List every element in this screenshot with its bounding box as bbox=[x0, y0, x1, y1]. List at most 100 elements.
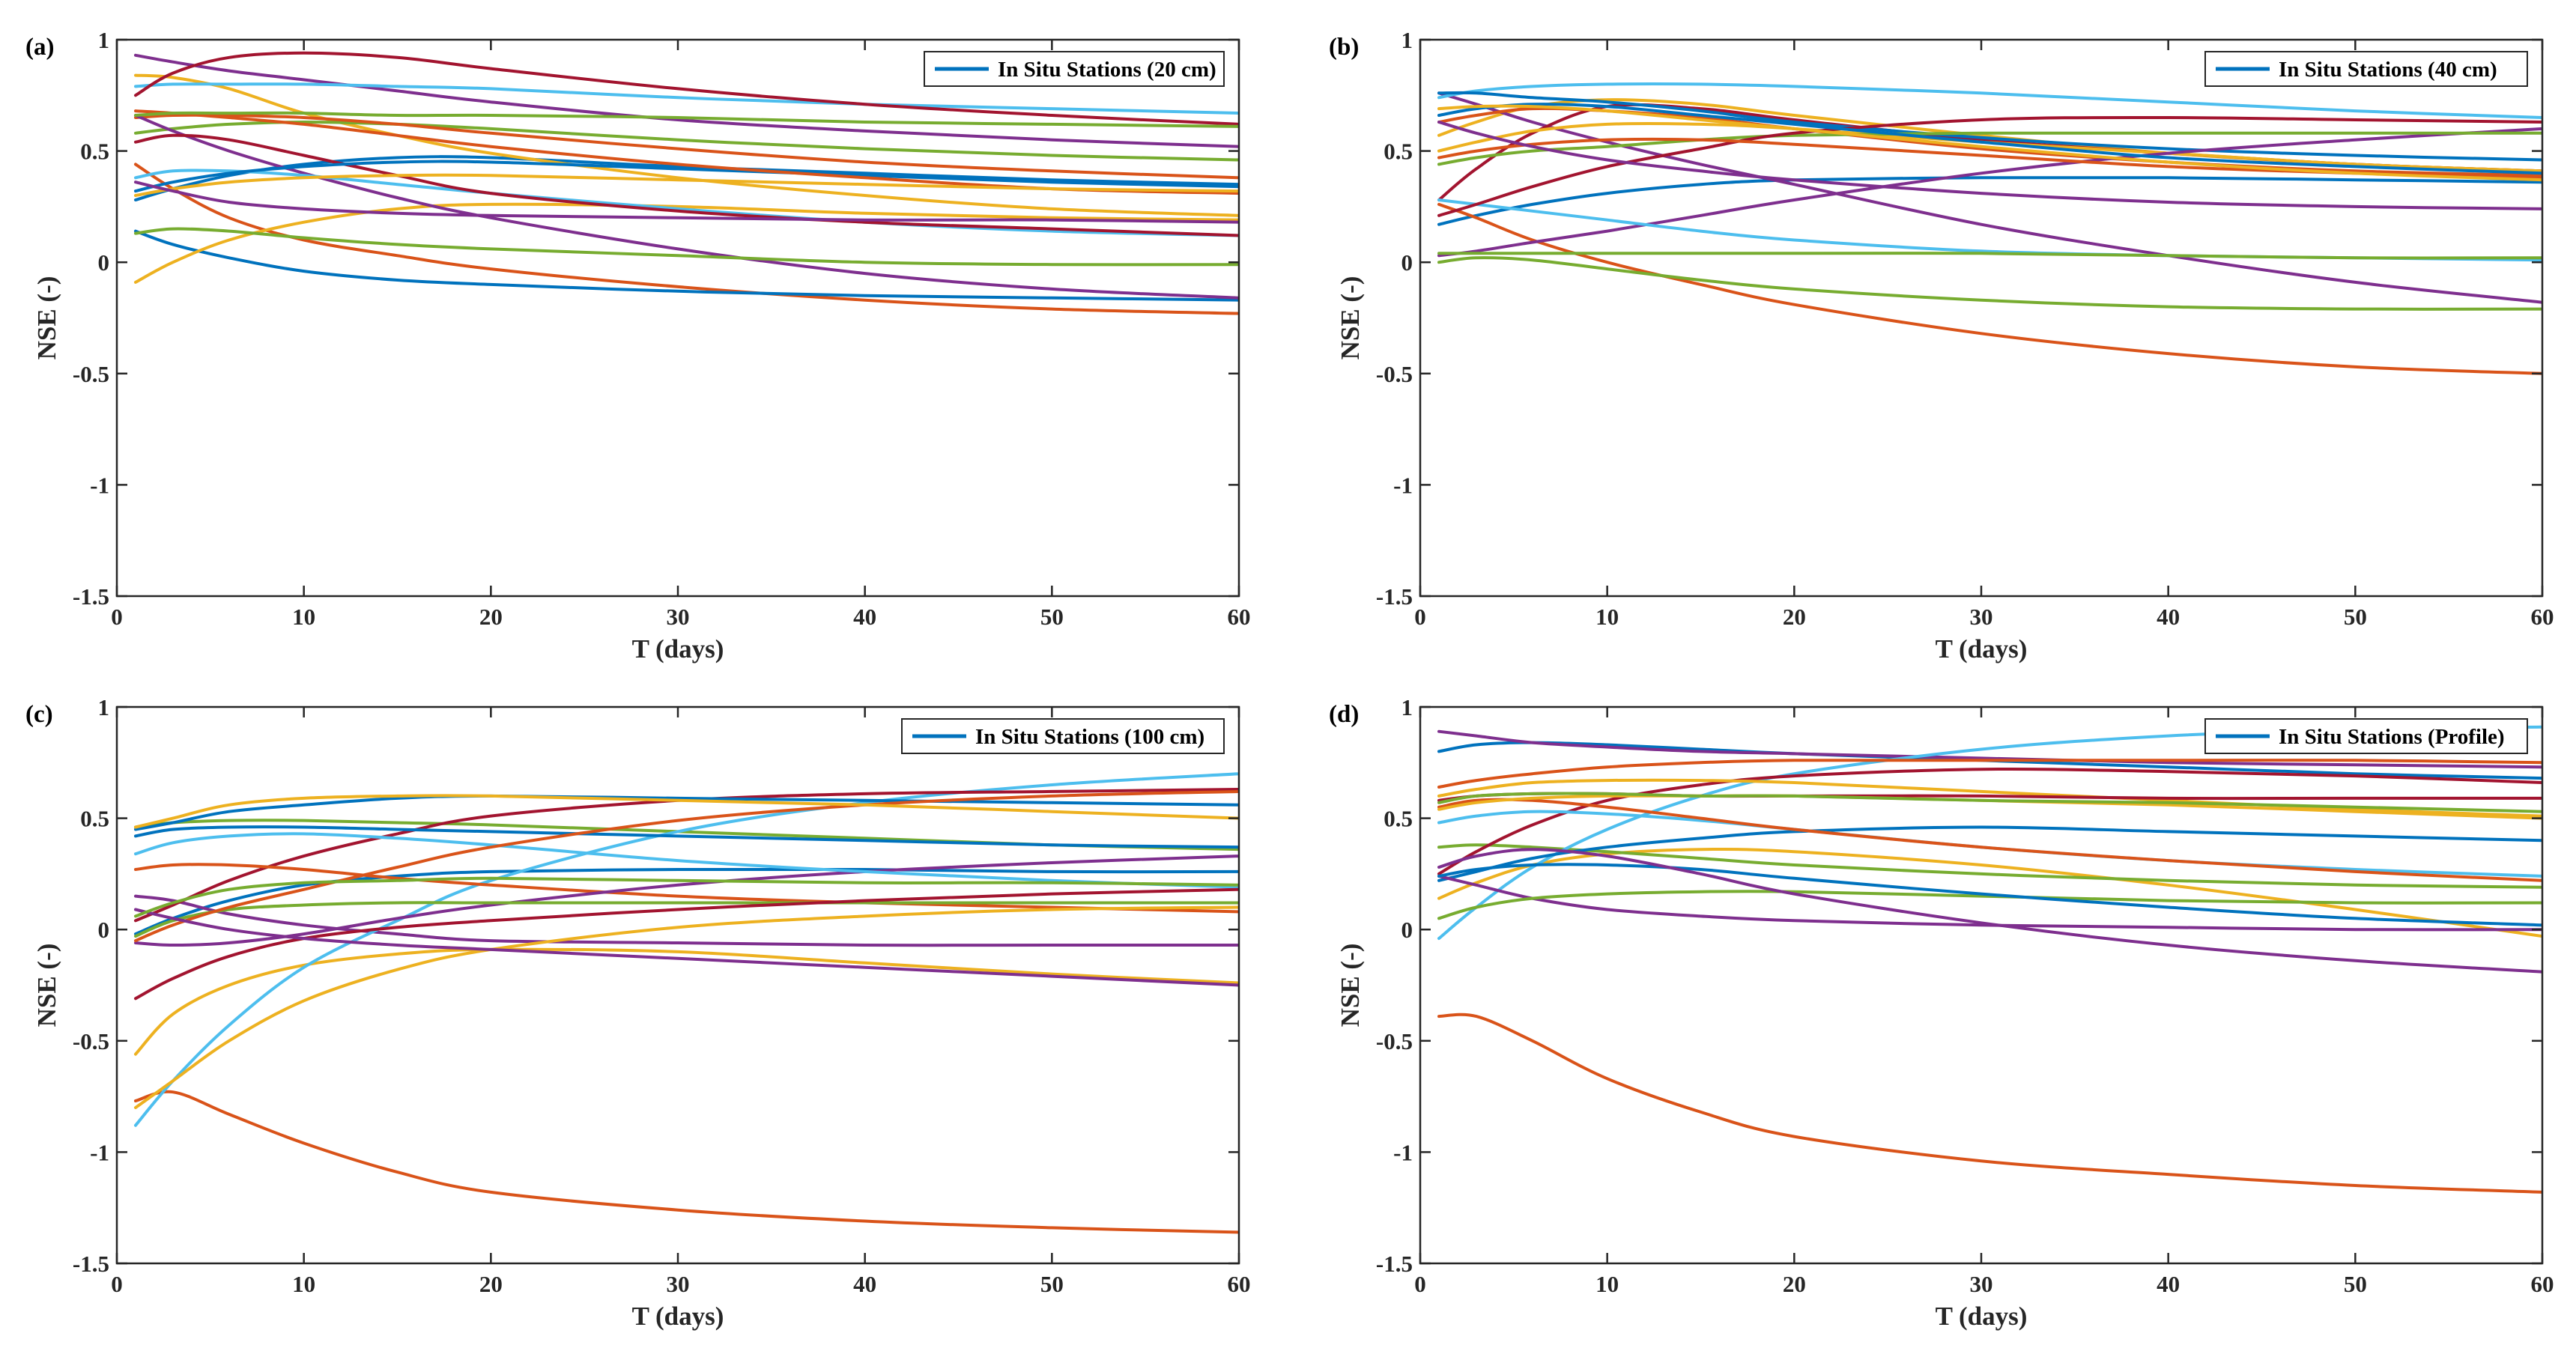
panel-b: 0 10 20 30 40 50 60 1 0.5 0 -0.5 -1 -1.5 T (days) NSE … bbox=[1329, 27, 2554, 664]
y-tick-label: -1.5 bbox=[73, 1251, 109, 1277]
y-tick-label: -1 bbox=[90, 1139, 109, 1165]
panel-d: 0 10 20 30 40 50 60 1 0.5 0 -0.5 -1 -1.5 T (days) NSE … bbox=[1329, 694, 2554, 1331]
x-axis-label: T (days) bbox=[1936, 1302, 2028, 1331]
series-line-6 bbox=[1437, 82, 2542, 119]
y-tick-label: 0.5 bbox=[1384, 806, 1413, 832]
series-line-8 bbox=[1437, 825, 2542, 882]
series-group bbox=[1437, 725, 2542, 1194]
series-line-15 bbox=[1437, 103, 2542, 175]
series-line-17 bbox=[134, 794, 1239, 829]
series-line-4 bbox=[1437, 729, 2542, 769]
x-tick-label: 0 bbox=[1414, 1271, 1426, 1297]
panel-c: 0 10 20 30 40 50 60 1 0.5 0 -0.5 -1 -1.5 T (days) NSE … bbox=[25, 694, 1251, 1331]
legend-label: In Situ Stations (40 cm) bbox=[2279, 58, 2497, 82]
y-tick-label: 0.5 bbox=[80, 139, 109, 165]
series-line-6 bbox=[134, 82, 1239, 115]
series-line-2 bbox=[1437, 1013, 2542, 1194]
series-line-14 bbox=[134, 887, 1239, 1001]
y-tick-label: -1.5 bbox=[73, 583, 109, 610]
x-axis-label: T (days) bbox=[632, 634, 724, 664]
y-tick-label: -1 bbox=[1393, 472, 1413, 498]
x-tick-label: 40 bbox=[853, 604, 876, 630]
x-tick-label: 60 bbox=[1228, 604, 1251, 630]
x-tick-label: 50 bbox=[2344, 1271, 2367, 1297]
y-tick-label: 0.5 bbox=[1384, 139, 1413, 165]
y-tick-label: 0 bbox=[98, 249, 110, 276]
series-line-5 bbox=[1437, 256, 2542, 311]
x-tick-label: 50 bbox=[1040, 1271, 1064, 1297]
series-line-9 bbox=[134, 113, 1239, 180]
x-tick-label: 30 bbox=[667, 1271, 690, 1297]
series-line-6 bbox=[134, 772, 1239, 1127]
series-line-7 bbox=[134, 788, 1239, 923]
panel-label: (c) bbox=[25, 701, 53, 728]
x-tick-label: 0 bbox=[111, 1271, 123, 1297]
panel-label: (b) bbox=[1329, 34, 1359, 61]
series-line-8 bbox=[134, 229, 1239, 302]
legend: In Situ Stations (100 cm) bbox=[901, 718, 1225, 754]
x-tick-label: 40 bbox=[853, 1271, 876, 1297]
y-tick-label: 0.5 bbox=[80, 806, 109, 832]
axes-box bbox=[1419, 38, 2544, 598]
series-line-11 bbox=[134, 854, 1239, 947]
y-tick-label: -0.5 bbox=[73, 1028, 109, 1054]
series-line-15 bbox=[134, 825, 1239, 849]
y-tick-label: -1.5 bbox=[1376, 1251, 1413, 1277]
series-line-14 bbox=[134, 133, 1239, 237]
x-tick-label: 30 bbox=[667, 604, 690, 630]
x-tick-label: 50 bbox=[1040, 604, 1064, 630]
series-group bbox=[1437, 82, 2542, 375]
x-tick-label: 20 bbox=[1783, 1271, 1806, 1297]
legend: In Situ Stations (Profile) bbox=[2204, 718, 2528, 754]
series-line-19 bbox=[1437, 252, 2542, 260]
x-tick-label: 10 bbox=[292, 1271, 315, 1297]
x-tick-label: 10 bbox=[292, 604, 315, 630]
y-axis-label: NSE (-) bbox=[32, 944, 61, 1027]
x-axis-label: T (days) bbox=[1936, 634, 2028, 664]
x-tick-label: 30 bbox=[1970, 1271, 1993, 1297]
y-axis-label: NSE (-) bbox=[1336, 944, 1365, 1027]
legend: In Situ Stations (40 cm) bbox=[2204, 51, 2528, 87]
x-tick-label: 10 bbox=[1595, 1271, 1619, 1297]
series-line-10 bbox=[134, 905, 1239, 1109]
y-tick-label: -1 bbox=[90, 472, 109, 498]
x-tick-label: 0 bbox=[111, 604, 123, 630]
series-line-3 bbox=[134, 73, 1239, 217]
x-tick-label: 10 bbox=[1595, 604, 1619, 630]
legend-label: In Situ Stations (Profile) bbox=[2279, 725, 2505, 749]
series-line-9 bbox=[134, 863, 1239, 914]
x-tick-label: 40 bbox=[2157, 604, 2180, 630]
x-tick-label: 60 bbox=[2531, 1271, 2554, 1297]
panel-a: 0 10 20 30 40 50 60 1 0.5 0 -0.5 -1 -1.5 T (days) NSE … bbox=[25, 27, 1251, 664]
y-tick-label: 0 bbox=[98, 917, 110, 943]
series-line-1 bbox=[1437, 175, 2542, 226]
series-line-16 bbox=[134, 789, 1239, 943]
x-axis-label: T (days) bbox=[632, 1302, 724, 1331]
legend: In Situ Stations (20 cm) bbox=[924, 51, 1225, 87]
x-tick-label: 20 bbox=[479, 1271, 503, 1297]
y-tick-label: 1 bbox=[98, 27, 110, 53]
x-tick-label: 20 bbox=[1783, 604, 1806, 630]
series-line-7 bbox=[1437, 767, 2542, 875]
series-line-18 bbox=[1437, 848, 2542, 974]
x-tick-label: 0 bbox=[1414, 604, 1426, 630]
series-line-18 bbox=[134, 908, 1239, 987]
series-line-17 bbox=[1437, 104, 2542, 182]
y-tick-label: 0 bbox=[1401, 917, 1413, 943]
series-line-5 bbox=[134, 121, 1239, 162]
series-line-18 bbox=[134, 180, 1239, 224]
series-line-17 bbox=[134, 173, 1239, 197]
series-line-15 bbox=[1437, 863, 2542, 927]
y-tick-label: 1 bbox=[98, 694, 110, 720]
series-line-4 bbox=[134, 894, 1239, 947]
series-line-13 bbox=[134, 832, 1239, 889]
series-line-19 bbox=[134, 876, 1239, 918]
series-line-12 bbox=[1437, 890, 2542, 920]
series-line-4 bbox=[134, 53, 1239, 148]
legend-label: In Situ Stations (100 cm) bbox=[975, 725, 1204, 749]
series-line-2 bbox=[134, 163, 1239, 315]
x-tick-label: 60 bbox=[2531, 604, 2554, 630]
series-line-12 bbox=[1437, 131, 2542, 166]
series-line-18 bbox=[1437, 121, 2542, 210]
